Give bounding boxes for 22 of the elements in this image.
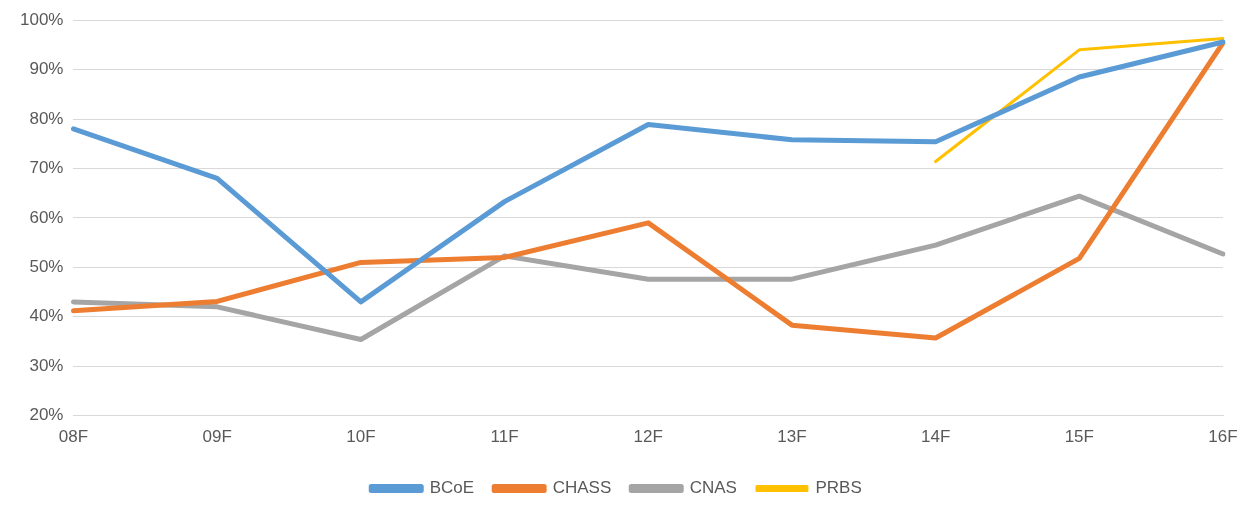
y-tick-label: 40% xyxy=(29,306,64,326)
x-tick-label: 15F xyxy=(1064,427,1094,447)
y-tick-label: 100% xyxy=(20,9,64,29)
legend-label: CNAS xyxy=(689,478,737,498)
y-tick-label: 20% xyxy=(29,405,64,425)
legend-label: BCoE xyxy=(429,478,475,498)
x-tick-label: 09F xyxy=(202,427,232,447)
legend-label: CHASS xyxy=(552,478,612,498)
y-tick-label: 90% xyxy=(29,59,64,79)
x-tick-label: 16F xyxy=(1208,427,1238,447)
y-tick-label: 70% xyxy=(29,158,64,178)
x-tick-label: 13F xyxy=(777,427,807,447)
x-tick-label: 14F xyxy=(920,427,951,447)
y-tick-label: 50% xyxy=(29,257,64,277)
x-tick-label: 12F xyxy=(633,427,663,447)
y-tick-label: 60% xyxy=(29,207,64,227)
x-tick-label: 10F xyxy=(346,427,376,447)
y-tick-label: 80% xyxy=(29,108,64,128)
x-tick-label: 08F xyxy=(58,427,89,447)
y-tick-label: 30% xyxy=(29,355,64,375)
legend-label: PRBS xyxy=(815,478,862,498)
x-tick-label: 11F xyxy=(490,427,519,447)
